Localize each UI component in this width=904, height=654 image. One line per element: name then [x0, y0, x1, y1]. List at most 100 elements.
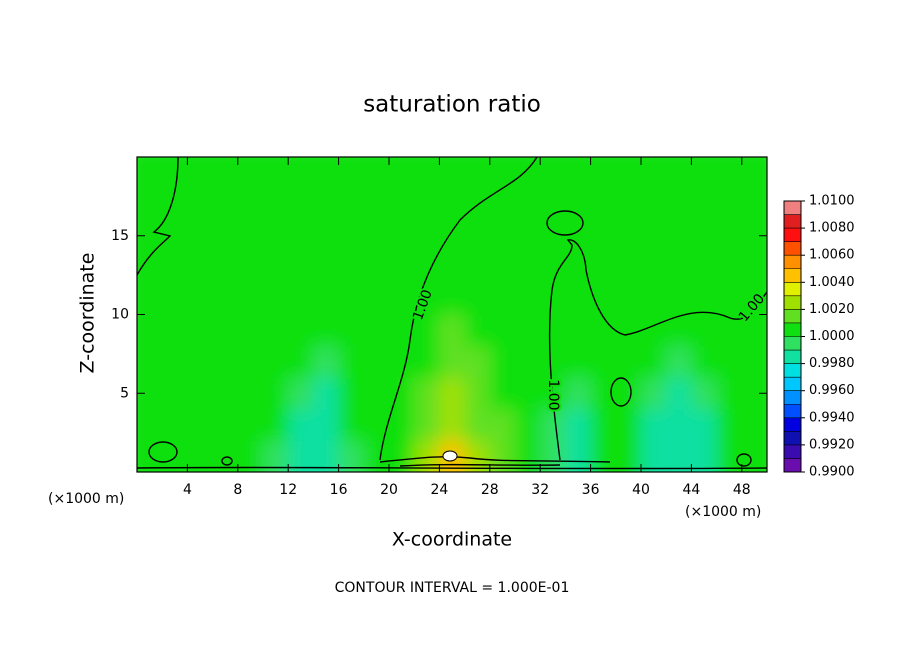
field-cell [666, 346, 692, 378]
field-cell [464, 220, 491, 252]
field-cell [641, 377, 667, 410]
field-cell [666, 283, 692, 315]
field-cell [515, 377, 541, 410]
field-cell [237, 220, 264, 252]
field-cell [338, 314, 365, 347]
field-cell [187, 157, 214, 189]
y-axis-label: Z-coordinate [77, 253, 99, 374]
colorbar-tick-label: 1.0100 [809, 194, 855, 209]
colorbar-tick-label: 0.9980 [809, 356, 855, 371]
field-cell [716, 157, 743, 189]
field-cell [263, 314, 289, 347]
field-cell [187, 188, 214, 221]
field-cell [691, 314, 718, 347]
color-swatch [784, 390, 801, 405]
field-cell [464, 440, 491, 472]
field-cell [162, 314, 188, 347]
field-cell [439, 314, 466, 347]
colorbar-tick-label: 1.0080 [809, 221, 855, 236]
color-swatch [784, 417, 801, 432]
field-cell [212, 346, 239, 378]
field-cell [313, 220, 340, 252]
field-cell [615, 314, 642, 347]
field-cell [389, 220, 415, 252]
field-cell [313, 377, 340, 410]
field-cell [212, 251, 239, 284]
field-cell [489, 377, 516, 410]
field-cell [363, 188, 390, 221]
field-cell [288, 314, 314, 347]
field-cell [666, 220, 692, 252]
contour-line [610, 377, 632, 407]
contour-line [148, 441, 178, 463]
field-cell [641, 188, 667, 221]
field-cell [162, 283, 188, 315]
field-cell [565, 220, 592, 252]
field-cell [263, 220, 289, 252]
field-cell [212, 409, 239, 441]
field-cell [590, 188, 617, 221]
field-cell [288, 283, 314, 315]
field-cell [741, 314, 767, 347]
field-cell [137, 251, 163, 284]
field-cell [565, 440, 592, 472]
field-cell [414, 409, 440, 441]
field-cell [338, 409, 365, 441]
field-cell [237, 377, 264, 410]
field-cell [338, 188, 365, 221]
field-cell [212, 188, 239, 221]
field-cell [565, 409, 592, 441]
field-cell [162, 157, 188, 189]
field-cell [389, 157, 415, 189]
field-cell [187, 440, 214, 472]
field-cell [540, 314, 566, 347]
field-cell [338, 157, 365, 189]
field-cell [187, 251, 214, 284]
y-tick-label: 15 [111, 228, 129, 244]
field-cell [288, 440, 314, 472]
field-cell [641, 314, 667, 347]
field-cell [212, 314, 239, 347]
field-cell [615, 346, 642, 378]
color-swatch [784, 404, 801, 419]
field-cell [489, 346, 516, 378]
field-cell [439, 283, 466, 315]
contour-label: 1.00 [545, 379, 561, 410]
x-tick-label: 20 [380, 482, 398, 498]
field-cell [691, 188, 718, 221]
field-cell [313, 283, 340, 315]
field-cell [716, 220, 743, 252]
field-cell [414, 188, 440, 221]
field-cell [590, 220, 617, 252]
field-cell [187, 283, 214, 315]
field-cell [615, 188, 642, 221]
field-cell [187, 377, 214, 410]
field-cell [313, 346, 340, 378]
contour-line [548, 239, 767, 461]
field-cell [338, 346, 365, 378]
field-cell [615, 157, 642, 189]
footer-note: CONTOUR INTERVAL = 1.000E-01 [335, 580, 570, 596]
field-cell [489, 283, 516, 315]
x-tick-label: 44 [682, 482, 700, 498]
field-cell [741, 188, 767, 221]
color-swatch [784, 350, 801, 364]
field-cell [414, 220, 440, 252]
field-cell [641, 409, 667, 441]
colorbar-tick-label: 0.9920 [809, 437, 855, 452]
field-cell [162, 377, 188, 410]
field-cell [464, 283, 491, 315]
field-cell [137, 314, 163, 347]
white-patch [442, 450, 458, 462]
field-cell [237, 314, 264, 347]
field [137, 157, 767, 472]
color-swatch [784, 363, 801, 378]
contour-line [137, 157, 179, 276]
color-swatch [784, 201, 801, 215]
field-cell [137, 346, 163, 378]
field-cell [666, 440, 692, 472]
field-cell [615, 251, 642, 284]
field-cell [439, 377, 466, 410]
